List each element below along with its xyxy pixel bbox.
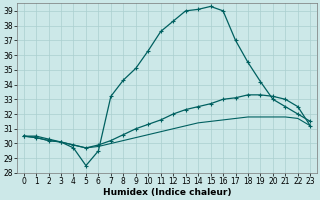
X-axis label: Humidex (Indice chaleur): Humidex (Indice chaleur) xyxy=(103,188,231,197)
